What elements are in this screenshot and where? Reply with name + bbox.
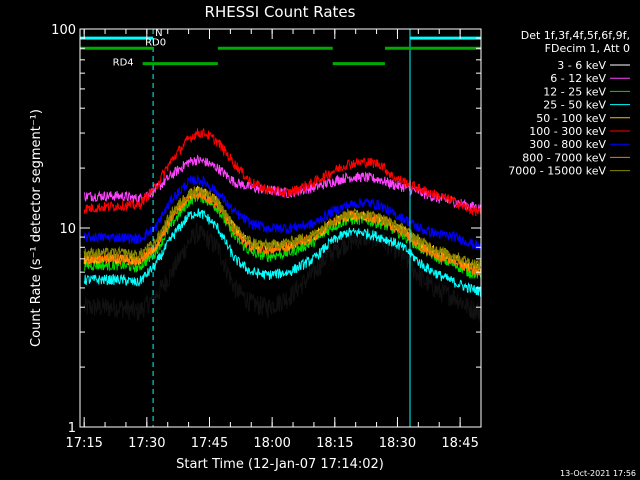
status-bar-label-0: N [155, 28, 162, 39]
legend-header-1: FDecim 1, Att 0 [545, 42, 630, 55]
legend-label-8: 7000 - 15000 keV [508, 165, 606, 178]
y-tick-label-2: 100 [51, 23, 76, 38]
legend: Det 1f,3f,4f,5f,6f,9f,FDecim 1, Att 0 3 -… [508, 29, 630, 178]
y-tick-label-1: 10 [59, 222, 76, 237]
legend-label-4: 50 - 100 keV [536, 112, 606, 125]
footer-timestamp: 13-Oct-2021 17:56 [560, 469, 636, 478]
x-tick-label-2: 17:45 [191, 436, 228, 451]
legend-label-0: 3 - 6 keV [557, 59, 606, 72]
legend-label-2: 12 - 25 keV [543, 85, 606, 98]
x-tick-label-0: 17:15 [65, 436, 102, 451]
x-axis-label: Start Time (12-Jan-07 17:14:02) [176, 457, 384, 472]
legend-label-1: 6 - 12 keV [550, 72, 606, 85]
series-line-8 [83, 186, 482, 270]
series-line-7 [83, 188, 482, 277]
chart-title: RHESSI Count Rates [205, 3, 356, 21]
legend-header-0: Det 1f,3f,4f,5f,6f,9f, [521, 29, 630, 42]
series-line-6 [83, 174, 482, 251]
status-bar-label-2: RD4 [113, 58, 134, 69]
x-tick-label-6: 18:45 [441, 436, 478, 451]
x-tick-label-4: 18:15 [316, 436, 353, 451]
y-tick-label-0: 1 [68, 421, 76, 436]
legend-label-3: 25 - 50 keV [543, 99, 606, 112]
series-line-0 [83, 222, 482, 322]
y-axis-label: Count Rate (s⁻¹ detector segment⁻¹) [29, 109, 44, 347]
legend-label-6: 300 - 800 keV [529, 138, 606, 151]
x-tick-label-1: 17:30 [128, 436, 165, 451]
series-line-3 [83, 208, 482, 297]
series-line-5 [83, 128, 482, 217]
x-tick-label-3: 18:00 [253, 436, 290, 451]
x-tick-label-5: 18:30 [379, 436, 416, 451]
legend-label-5: 100 - 300 keV [529, 125, 606, 138]
legend-label-7: 800 - 7000 keV [522, 151, 606, 164]
status-bar-label-1: RD0 [145, 37, 166, 48]
